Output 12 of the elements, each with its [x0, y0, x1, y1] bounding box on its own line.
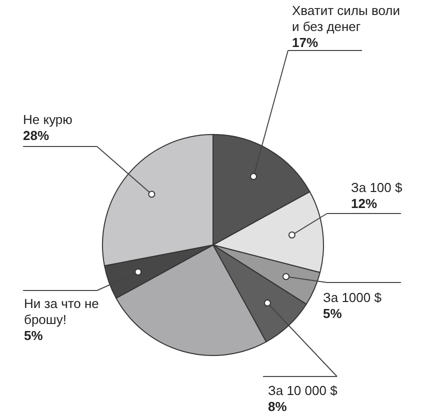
slice-label: За 1000 $: [323, 290, 382, 305]
data-label: 17%: [292, 35, 318, 50]
slice-label: За 10 000 $: [268, 383, 338, 398]
slice-label: За 100 $: [351, 180, 403, 195]
slice-label: Ни за что не брошу!: [24, 296, 99, 327]
slice-label: Не курю: [23, 112, 73, 127]
data-label: 28%: [23, 128, 50, 143]
data-label: 8%: [268, 399, 288, 414]
data-label: 5%: [24, 328, 44, 343]
data-label: 5%: [323, 306, 342, 321]
data-label: 12%: [351, 196, 378, 211]
slice-label: Хватит силы воли и без денег: [292, 3, 400, 34]
